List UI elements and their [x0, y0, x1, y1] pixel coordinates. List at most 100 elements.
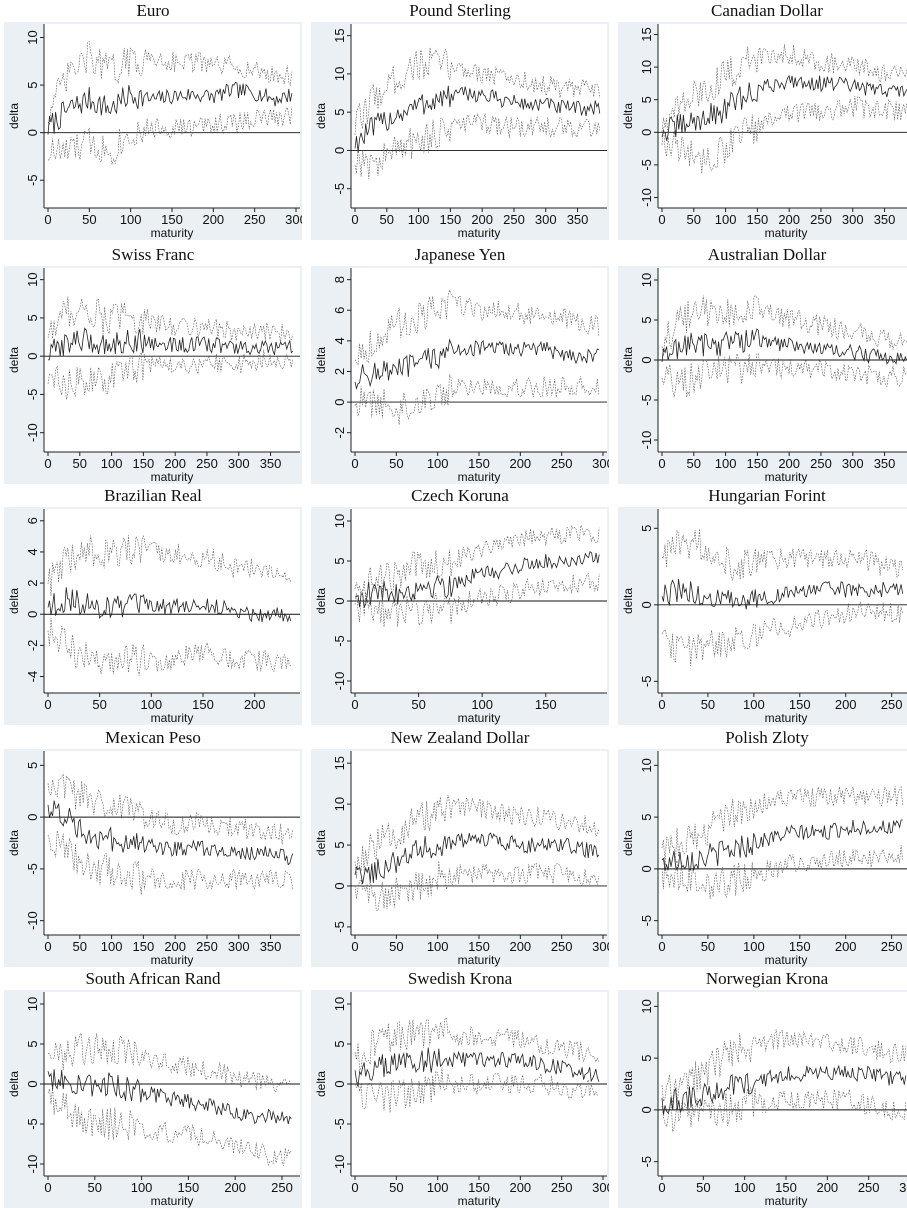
x-tick-label: 100	[101, 456, 123, 471]
plot-area	[658, 509, 907, 693]
y-tick-label: 15	[332, 28, 347, 42]
series-line-upper	[354, 794, 600, 879]
series-line-upper	[354, 47, 601, 135]
y-tick-label: 5	[332, 557, 347, 564]
x-tick-label: 200	[835, 697, 857, 712]
series-line-lower	[47, 1085, 292, 1166]
y-tick-label: -5	[639, 915, 654, 927]
x-axis-title: maturity	[458, 226, 501, 240]
chart-title: Swiss Franc	[111, 245, 195, 264]
series-line-upper	[47, 1032, 292, 1093]
series-line-estimate	[354, 832, 600, 885]
y-tick-label: -5	[639, 676, 654, 688]
x-tick-label: 200	[164, 456, 186, 471]
y-axis-title: delta	[7, 103, 21, 129]
series-line-upper	[354, 525, 600, 602]
y-tick-label: 0	[25, 129, 40, 136]
chart-panel: Pound Sterling -5 0 5 10 15 0 50 100 150 200 250 300…	[311, 0, 609, 240]
x-tick-label: 100	[471, 697, 493, 712]
x-axis-title: maturity	[151, 711, 194, 725]
chart-panel: Czech Koruna -10 -5 0 5 10 0 50 100 150 maturity de…	[311, 485, 609, 725]
x-tick-label: 150	[440, 212, 462, 227]
x-tick-label: 250	[881, 697, 903, 712]
y-tick-label: 15	[639, 27, 654, 41]
chart-panel: Mexican Peso -10 -5 0 5 0 50 100 150 200 250 300 350…	[4, 727, 302, 967]
x-tick-label: 100	[101, 939, 123, 954]
y-tick-label: 5	[25, 314, 40, 321]
y-tick-label: -5	[25, 174, 40, 186]
chart-title: New Zealand Dollar	[390, 728, 530, 747]
chart-svg: -10-50510050100150200250300maturitydelta	[311, 990, 609, 1208]
y-axis-title: delta	[621, 347, 635, 373]
x-tick-label: 200	[816, 1180, 838, 1195]
y-tick-label: 5	[332, 109, 347, 116]
x-tick-label: 250	[551, 1180, 573, 1195]
x-tick-label: 150	[789, 697, 811, 712]
y-tick-label: -10	[332, 1155, 347, 1174]
y-axis-title: delta	[7, 1071, 21, 1097]
x-axis-title: maturity	[765, 711, 808, 725]
series-line-lower	[354, 1067, 599, 1113]
series-line-estimate	[354, 338, 600, 391]
x-tick-label: 300	[535, 212, 557, 227]
x-tick-label: 350	[874, 212, 896, 227]
series-line-upper	[47, 535, 292, 597]
x-tick-label: 100	[715, 456, 737, 471]
y-tick-label: -2	[25, 640, 40, 652]
y-tick-label: 2	[25, 579, 40, 586]
x-tick-label: 0	[44, 456, 51, 471]
series-line-upper	[661, 44, 907, 137]
y-tick-label: 10	[332, 997, 347, 1011]
y-tick-label: 8	[332, 276, 347, 283]
y-tick-label: 4	[332, 337, 347, 344]
y-tick-label: -5	[332, 1118, 347, 1130]
x-tick-label: 250	[858, 1180, 880, 1195]
chart-svg: -2 0 2 4 6 8 0 50 100 150 200 250 300 maturity delta	[311, 266, 609, 484]
series-line-upper	[47, 773, 294, 845]
series-line-estimate	[47, 1069, 292, 1125]
x-tick-label: 150	[468, 1180, 490, 1195]
chart-svg: -5051015050100150200250300maturitydelta	[311, 749, 609, 967]
x-tick-label: 50	[411, 697, 425, 712]
y-axis-title: delta	[621, 1071, 635, 1097]
plot-area	[351, 24, 607, 208]
series-line-estimate	[661, 578, 904, 610]
y-tick-label: 10	[332, 514, 347, 528]
y-tick-label: -5	[332, 635, 347, 647]
y-axis-title: delta	[7, 347, 21, 373]
y-tick-label: -5	[25, 863, 40, 875]
y-tick-label: 0	[25, 611, 40, 618]
x-tick-label: 100	[427, 456, 449, 471]
x-tick-label: 350	[567, 212, 589, 227]
x-tick-label: 50	[389, 939, 403, 954]
x-tick-label: 100	[131, 1180, 153, 1195]
chart-panel: Canadian Dollar -10 -5 0 5 10 15 0 50 100 150 200 25…	[618, 0, 907, 240]
x-tick-label: 100	[140, 697, 162, 712]
plot-area	[658, 751, 907, 935]
y-tick-label: -2	[332, 427, 347, 439]
y-tick-label: 10	[25, 30, 40, 44]
x-tick-label: 200	[164, 939, 186, 954]
series-line-lower	[661, 95, 907, 174]
chart-title: Hungarian Forint	[708, 486, 826, 505]
y-tick-label: 0	[639, 865, 654, 872]
x-axis-title: maturity	[151, 226, 194, 240]
y-axis-title: delta	[314, 347, 328, 373]
plot-area	[44, 24, 300, 208]
x-tick-label: 200	[778, 456, 800, 471]
x-tick-label: 100	[120, 212, 142, 227]
chart-panel: Euro-50510050100150200250300maturitydelt…	[4, 0, 302, 240]
y-axis-title: delta	[7, 588, 21, 614]
series-line-lower	[661, 845, 903, 899]
chart-panel: New Zealand Dollar -5 0 5 10 15 0 50 100 150 200 25…	[311, 727, 609, 967]
y-tick-label: 0	[332, 147, 347, 154]
x-tick-label: 50	[701, 939, 715, 954]
chart-panel: Hungarian Forint -5 0 5 0 50 100 150 200 250 matur…	[618, 485, 907, 725]
x-tick-label: 0	[658, 456, 665, 471]
x-tick-label: 200	[509, 939, 531, 954]
x-tick-label: 300	[592, 1180, 609, 1195]
